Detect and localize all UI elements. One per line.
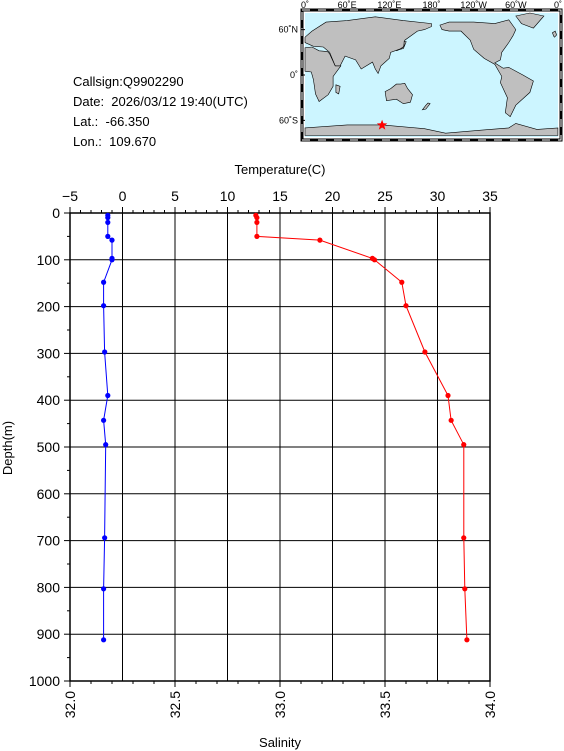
map-land-madagascar (335, 84, 341, 95)
depth-tick-label: 0 (52, 205, 60, 221)
depth-tick-label: 500 (37, 439, 61, 455)
callsign-text: Callsign:Q9902290 (73, 74, 184, 89)
salinity-data-point (103, 442, 109, 448)
depth-tick-label: 600 (37, 486, 61, 502)
salinity-tick-label: 33.5 (377, 691, 393, 718)
map-lat-label: 60˚S (279, 115, 298, 125)
temperature-data-point (422, 349, 428, 355)
temperature-data-point (462, 586, 468, 592)
temperature-data-point (254, 233, 260, 239)
salinity-data-point (105, 215, 111, 221)
depth-tick-label: 200 (37, 299, 61, 315)
map-lat-label: 60˚N (278, 25, 298, 35)
depth-tick-label: 700 (37, 533, 61, 549)
temperature-axis-label: Temperature(C) (234, 162, 325, 177)
temperature-tick-label: 15 (272, 188, 288, 204)
salinity-tick-label: 34.0 (482, 691, 498, 718)
depth-tick-label: 300 (37, 345, 61, 361)
temperature-data-point (461, 442, 467, 448)
salinity-data-point (101, 303, 107, 309)
salinity-profile-line (103, 215, 113, 640)
temperature-data-point (464, 637, 470, 643)
map-lon-label: 60˚W (505, 0, 527, 10)
temperature-tick-label: 20 (325, 188, 341, 204)
map-land-japan (396, 41, 407, 52)
depth-tick-label: 100 (37, 252, 61, 268)
salinity-data-point (105, 392, 111, 399)
station-info: Callsign:Q9902290 Date: 2026/03/12 19:40… (73, 72, 248, 152)
date-text: Date: 2026/03/12 19:40(UTC) (73, 94, 248, 109)
salinity-data-point (109, 257, 115, 263)
map-labels: 0˚ 60˚E 120˚E 180˚ 120˚W 60˚W 0˚ 60˚N 0˚ 60˚S (278, 0, 562, 125)
temperature-tick-label: −5 (62, 188, 78, 204)
chart-series (101, 212, 470, 643)
temperature-tick-label: 25 (377, 188, 393, 204)
temperature-tick-label: 35 (482, 188, 498, 204)
temperature-tick-label: 10 (220, 188, 236, 204)
depth-tick-label: 400 (37, 392, 61, 408)
map-lon-label: 0˚ (554, 0, 562, 10)
salinity-data-point (101, 586, 107, 592)
temperature-data-point (461, 535, 467, 541)
salinity-data-point (105, 219, 111, 225)
depth-tick-label: 800 (37, 579, 61, 595)
map-land-greenland (515, 12, 545, 29)
map-land-americas (439, 19, 534, 118)
depth-axis-label: Depth(m) (0, 421, 15, 475)
salinity-tick-label: 33.0 (272, 691, 288, 718)
map-border-checker (301, 9, 562, 141)
temperature-data-point (445, 392, 451, 399)
map-land-newzealand (421, 102, 431, 111)
temperature-data-point (403, 303, 409, 309)
map-lon-label: 60˚E (338, 0, 357, 10)
depth-tick-label: 1000 (29, 673, 60, 689)
temperature-data-point (371, 257, 378, 263)
depth-tick-label: 900 (37, 626, 61, 642)
temperature-data-point (317, 237, 323, 243)
salinity-data-point (105, 233, 111, 239)
salinity-data-point (102, 535, 108, 541)
temperature-profile-line (255, 215, 468, 640)
map-land-australia (384, 82, 413, 105)
map-land-uk (552, 30, 557, 38)
map-lon-label: 0˚ (301, 0, 309, 10)
salinity-tick-label: 32.0 (62, 691, 78, 718)
map-land-africa (304, 46, 342, 102)
temperature-tick-label: 0 (119, 188, 127, 204)
salinity-data-point (102, 349, 108, 355)
map-lon-label: 120˚E (377, 0, 401, 10)
salinity-data-point (101, 279, 107, 285)
salinity-axis-label: Salinity (259, 735, 301, 750)
temperature-data-point (254, 215, 260, 221)
temperature-tick-label: 30 (430, 188, 446, 204)
map-lon-label: 120˚W (460, 0, 487, 10)
latitude-text: Lat.: -66.350 (73, 114, 150, 129)
chart-grid (69, 212, 491, 682)
temperature-data-point (254, 219, 260, 225)
station-marker-icon (376, 119, 388, 130)
salinity-data-point (101, 417, 107, 423)
map-land (304, 12, 559, 136)
longitude-text: Lon.: 109.670 (73, 134, 157, 149)
salinity-data-point (101, 637, 107, 643)
map-lat-label: 0˚ (290, 70, 298, 80)
map-land-europe-asia (304, 16, 432, 75)
map-lon-label: 180˚ (422, 0, 440, 10)
temperature-tick-label: 5 (171, 188, 179, 204)
temperature-data-point (399, 279, 405, 285)
map-marker (376, 119, 388, 130)
temperature-data-point (448, 417, 454, 423)
salinity-data-point (109, 237, 115, 243)
salinity-tick-label: 32.5 (167, 691, 183, 718)
